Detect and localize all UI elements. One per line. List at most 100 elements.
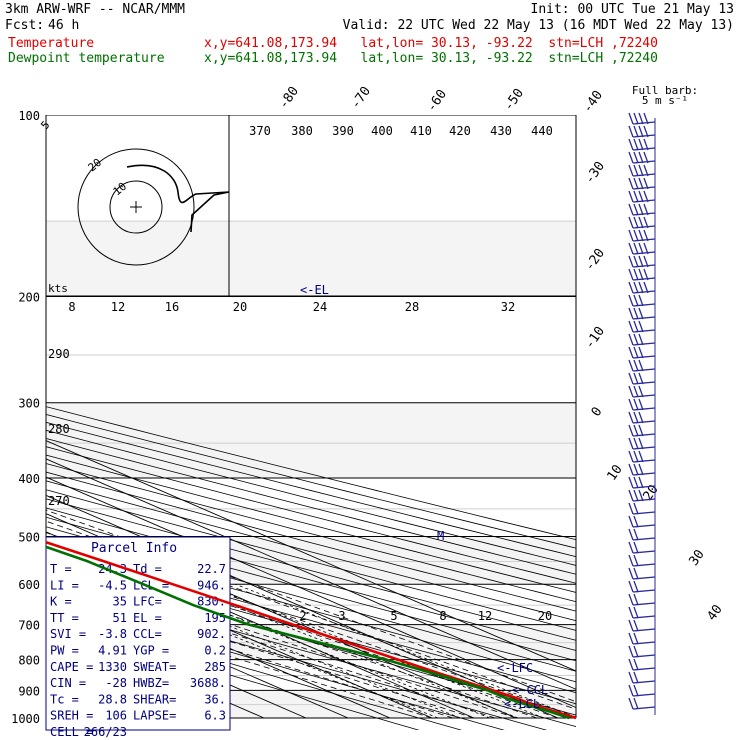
isotherm-line: [46, 440, 576, 672]
wind-barb-shaft: [632, 277, 656, 281]
mixing-ratio-line: [103, 583, 439, 719]
wind-barb-shaft: [632, 342, 656, 346]
wind-barb-shaft: [632, 264, 656, 268]
wind-barb-shaft: [632, 589, 656, 593]
wind-barb-flag: [633, 554, 639, 567]
wind-barb-flag: [628, 385, 634, 398]
wind-barb-flag: [628, 216, 634, 229]
wind-barb-shaft: [632, 615, 656, 619]
wind-barb-flag: [628, 268, 634, 281]
wind-barb-shaft: [632, 654, 656, 658]
isotherm-label: 30: [686, 547, 707, 568]
pressure-tick-label: 100: [18, 109, 40, 123]
wind-barb-flag: [643, 203, 649, 216]
wind-barb-flag: [628, 307, 634, 320]
forecast-label: Fcst:: [5, 18, 45, 33]
wind-barb-shaft: [632, 199, 656, 203]
pressure-tick-label: 200: [18, 291, 40, 305]
parcel-param-value: -28: [105, 676, 127, 690]
parcel-param-value: 3688.: [190, 676, 226, 690]
wind-barb: [628, 190, 656, 203]
wind-barb-flag: [638, 255, 644, 268]
parcel-param-label: SREH =: [50, 709, 93, 723]
wind-barb-flag: [638, 463, 644, 476]
wind-barb-flag: [633, 580, 639, 593]
potential-temp-label: 420: [449, 124, 471, 138]
wind-barb: [628, 112, 656, 125]
wind-barb-flag: [638, 294, 644, 307]
barb-legend-units: 5 m s⁻¹: [642, 94, 688, 107]
dry-adiabat: [46, 463, 576, 603]
hodo-ring-label: 20: [86, 156, 105, 174]
parcel-param-label: SVI =: [50, 627, 86, 641]
wind-barb-flag: [633, 645, 639, 658]
potential-temp-label: 410: [410, 124, 432, 138]
wind-barb-flag: [628, 515, 634, 528]
wind-barb-flag: [628, 554, 634, 567]
valid-time: Valid: 22 UTC Wed 22 May 13 (16 MDT Wed …: [342, 18, 734, 33]
wind-barb-shaft: [632, 251, 656, 255]
wind-barb-flag: [628, 203, 634, 216]
isotherm-label: -70: [348, 84, 374, 112]
pressure-tick-label: 700: [18, 619, 40, 633]
wind-barb-flag: [633, 255, 639, 268]
wind-barb-shaft: [632, 147, 656, 151]
wind-barb: [628, 697, 656, 710]
pressure-tick-label: 1000: [11, 712, 40, 726]
parcel-param-value: 51: [113, 611, 127, 625]
wind-barb-flag: [643, 216, 649, 229]
mixing-ratio-label: 3: [338, 609, 345, 623]
wind-barb-flag: [628, 229, 634, 242]
wind-barb-flag: [638, 346, 644, 359]
wind-barb-flag: [638, 138, 644, 151]
wind-barb-shaft: [632, 173, 656, 177]
wind-barb-flag: [628, 398, 634, 411]
wind-barb: [628, 333, 656, 346]
wind-barb-flag: [633, 567, 639, 580]
wind-barb: [628, 216, 656, 229]
wind-barb-shaft: [632, 186, 656, 190]
dry-adiabat: [46, 516, 576, 662]
wind-barb-flag: [633, 593, 639, 606]
wind-barb-flag: [633, 619, 639, 632]
isotherm-label: -80: [276, 84, 302, 112]
wind-barb: [628, 463, 656, 476]
parcel-param-value: 285: [204, 660, 226, 674]
wind-barb-flag: [638, 489, 644, 502]
wind-barb-flag: [638, 424, 644, 437]
wind-barb-shaft: [632, 121, 656, 125]
wind-barb-shaft: [632, 407, 656, 411]
pressure-tick-label: 500: [18, 530, 40, 544]
wind-barb-flag: [633, 190, 639, 203]
mixing-ratio-label: 2: [299, 609, 306, 623]
wind-barb: [628, 164, 656, 177]
wind-barb-flag: [628, 606, 634, 619]
wind-barb-shaft: [632, 212, 656, 216]
wind-barb-flag: [628, 411, 634, 424]
wind-barb: [628, 203, 656, 216]
wind-barb-flag: [633, 385, 639, 398]
lfc-marker: <-LFC: [497, 661, 533, 675]
wind-barb: [628, 385, 656, 398]
wind-barb-flag: [633, 359, 639, 372]
wind-barb-flag: [643, 125, 649, 138]
parcel-param-label: SHEAR=: [133, 692, 176, 706]
wind-barb: [628, 424, 656, 437]
wind-barb-flag: [628, 359, 634, 372]
wind-barb: [628, 489, 656, 502]
wind-barb-flag: [628, 320, 634, 333]
dry-adiabat: [46, 471, 576, 612]
mixing-ratio-label: 20: [538, 609, 552, 623]
dry-adiabat: [46, 489, 576, 631]
temperature-legend: Temperature: [8, 36, 95, 51]
wind-barb-flag: [638, 151, 644, 164]
hodo-ring-10: [109, 180, 163, 234]
wind-barb: [628, 125, 656, 138]
wind-barb-flag: [628, 242, 634, 255]
temperature-station-info: x,y=641.08,173.94 lat,lon= 30.13, -93.22…: [204, 36, 658, 51]
wind-barb-flag: [633, 632, 639, 645]
wind-barb-flag: [628, 697, 634, 710]
wind-barb-flag: [628, 294, 634, 307]
wind-barb-flag: [638, 437, 644, 450]
